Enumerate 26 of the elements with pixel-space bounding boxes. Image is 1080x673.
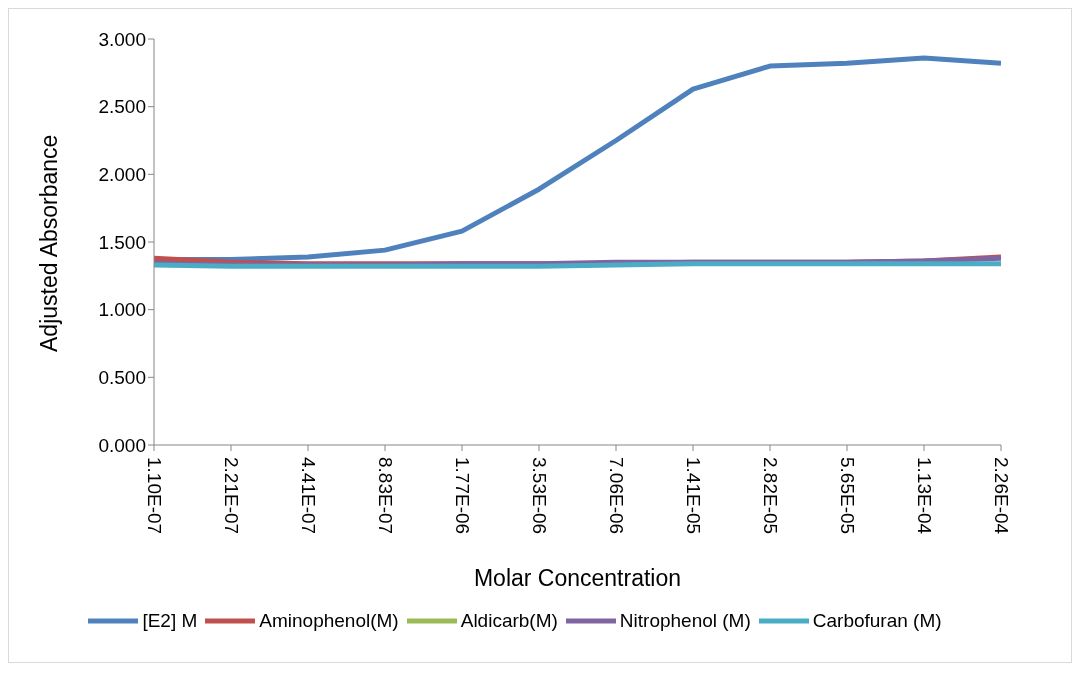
x-axis-title: Molar Concentration	[473, 565, 682, 592]
x-tick-label: 2.82E-05	[759, 457, 781, 535]
x-tick-label: 1.13E-04	[913, 457, 935, 535]
legend-label: Aminophenol(M)	[259, 610, 399, 632]
x-tick-label: 5.65E-05	[836, 457, 858, 535]
x-tick-label: 8.83E-07	[374, 457, 396, 535]
x-tick-label: 2.26E-04	[990, 457, 1012, 535]
y-tick-label: 3.000	[98, 28, 146, 50]
x-tick-label: 4.41E-07	[297, 457, 319, 535]
y-tick-label: 2.500	[98, 96, 146, 118]
x-tick-label: 7.06E-06	[605, 457, 627, 535]
y-axis-title: Adjusted Absorbance	[36, 134, 63, 352]
x-tick-label: 1.41E-05	[682, 457, 704, 535]
legend-label: Aldicarb(M)	[460, 610, 558, 632]
y-tick-label: 0.000	[98, 434, 146, 456]
legend-label: Carbofuran (M)	[812, 610, 942, 632]
y-tick-label: 0.500	[98, 367, 146, 389]
legend-label: Nitrophenol (M)	[619, 610, 751, 632]
x-tick-label: 1.77E-06	[451, 457, 473, 535]
y-tick-label: 2.000	[98, 164, 146, 186]
y-tick-label: 1.500	[98, 231, 146, 253]
x-tick-label: 2.21E-07	[220, 457, 242, 535]
x-tick-label: 1.10E-07	[143, 457, 165, 535]
legend-label: [E2] M	[142, 610, 198, 632]
x-tick-label: 3.53E-06	[528, 457, 550, 535]
y-tick-label: 1.000	[98, 299, 146, 321]
